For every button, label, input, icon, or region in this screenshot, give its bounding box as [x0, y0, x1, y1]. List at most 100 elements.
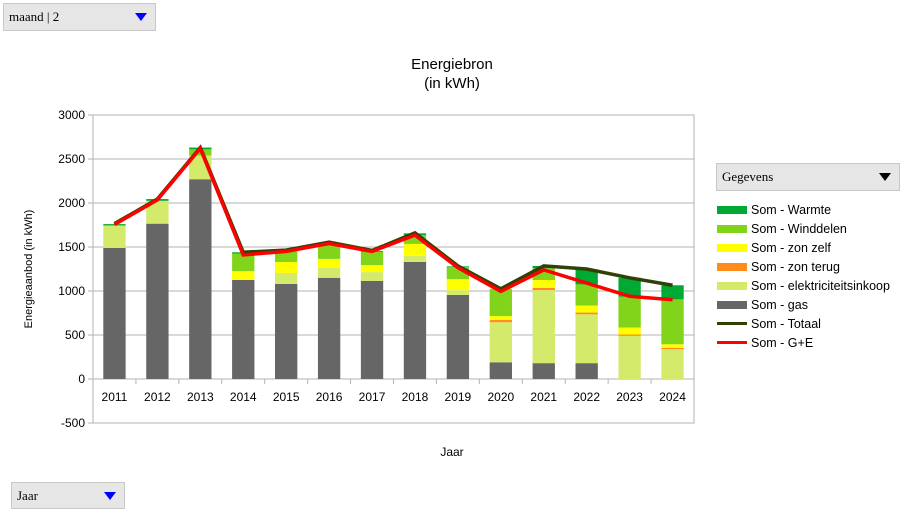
gridlines [93, 114, 694, 424]
bar-segment [317, 267, 341, 278]
bar-segment [403, 235, 427, 244]
legend: Som - Warmte Som - Winddelen Som - zon zel… [717, 200, 890, 352]
bar-segment [275, 261, 298, 273]
bar-segment [403, 243, 427, 256]
bar-segment [532, 268, 555, 280]
x-tick-label: 2020 [487, 390, 514, 404]
x-tick-label: 2019 [445, 390, 472, 404]
y-tick-label: 1500 [58, 240, 85, 254]
bar-segment [618, 277, 641, 297]
x-tick-label: 2016 [316, 390, 343, 404]
bar-segment [575, 284, 598, 306]
period-dropdown[interactable]: maand | 2 [3, 3, 156, 31]
bar-segment [275, 283, 298, 379]
bar-segment [489, 362, 512, 379]
legend-item: Som - zon zelf [717, 238, 890, 257]
bar-segment [189, 179, 212, 379]
x-tick-label: 2018 [402, 390, 429, 404]
bar-segment [532, 287, 555, 291]
bar-segment [532, 280, 555, 288]
bar-segment [618, 327, 641, 335]
bar-segment [317, 258, 341, 268]
bar-segment [146, 223, 169, 379]
y-tick-label: 1000 [58, 284, 85, 298]
x-tick-label: 2012 [144, 390, 171, 404]
axis-field-dropdown[interactable]: Jaar [11, 482, 125, 509]
legend-label: Som - gas [751, 297, 808, 312]
y-tick-label: 2000 [58, 196, 85, 210]
bar-segment [575, 314, 598, 364]
bar-segment [446, 279, 470, 291]
bar-segment [103, 224, 126, 226]
x-tick-label: 2015 [273, 390, 300, 404]
legend-label: Som - elektriciteitsinkoop [751, 278, 890, 293]
data-fields-dropdown[interactable]: Gegevens [716, 163, 900, 191]
legend-label: Som - Warmte [751, 202, 832, 217]
legend-swatch [717, 300, 747, 309]
y-tick-label: -500 [61, 416, 85, 430]
legend-swatch [717, 281, 747, 290]
x-tick-label: 2014 [230, 390, 257, 404]
legend-item: Som - G+E [717, 333, 890, 352]
axes: -500 0 500 1000 1500 2000 2500 3000 2011 2012 2013… [58, 108, 695, 430]
axis-field-dropdown-label: Jaar [17, 487, 38, 503]
legend-swatch [717, 243, 747, 252]
legend-item: Som - Warmte [717, 200, 890, 219]
bar-segment [275, 272, 298, 284]
bar-segment [360, 280, 384, 379]
x-tick-label: 2011 [102, 390, 128, 404]
legend-item: Som - zon terug [717, 257, 890, 276]
bar-segment [446, 290, 470, 295]
legend-item: Som - elektriciteitsinkoop [717, 276, 890, 295]
bar-segment [489, 316, 512, 321]
bar-segment [489, 288, 512, 317]
legend-swatch [717, 224, 747, 233]
bar-segment [103, 247, 126, 379]
chart-subtitle: (in kWh) [424, 75, 480, 92]
plot-frame [92, 114, 695, 424]
bar-segment [446, 294, 470, 379]
bars [103, 147, 684, 379]
legend-label: Som - zon zelf [751, 240, 831, 255]
x-tick-label: 2021 [530, 390, 557, 404]
legend-label: Som - Winddelen [751, 221, 847, 236]
bar-segment [403, 255, 427, 262]
x-tick-label: 2024 [659, 390, 686, 404]
bar-segment [446, 267, 470, 280]
y-tick-label: 2500 [58, 152, 85, 166]
bar-segment [360, 251, 384, 266]
legend-item: Som - gas [717, 295, 890, 314]
lines [113, 144, 673, 302]
legend-label: Som - G+E [751, 335, 814, 350]
bar-segment [317, 244, 341, 259]
data-fields-dropdown-label: Gegevens [722, 169, 774, 184]
y-tick-label: 3000 [58, 108, 85, 122]
legend-item: Som - Totaal [717, 314, 890, 333]
legend-swatch [717, 262, 747, 271]
chevron-down-icon [104, 491, 116, 500]
legend-label: Som - zon terug [751, 259, 840, 274]
bar-segment [661, 344, 684, 348]
x-tick-label: 2023 [616, 390, 643, 404]
chevron-down-icon [135, 13, 147, 21]
bar-segment [618, 335, 641, 379]
x-tick-label: 2017 [359, 390, 386, 404]
bar-segment [532, 290, 555, 364]
y-tick-label: 500 [65, 328, 85, 342]
bar-segment [146, 200, 169, 224]
legend-swatch [717, 341, 747, 344]
x-axis-label: Jaar [440, 445, 463, 459]
chart-title: Energiebron [411, 56, 493, 73]
bar-segment [489, 320, 512, 323]
bar-segment [661, 285, 684, 300]
bar-segment [232, 271, 255, 280]
bar-segment [275, 250, 298, 262]
bar-segment [103, 225, 126, 248]
bar-segment [618, 296, 641, 328]
bar-segment [661, 349, 684, 379]
legend-swatch [717, 205, 747, 214]
bar-segment [360, 272, 384, 281]
legend-label: Som - Totaal [751, 316, 821, 331]
bar-segment [661, 347, 684, 350]
